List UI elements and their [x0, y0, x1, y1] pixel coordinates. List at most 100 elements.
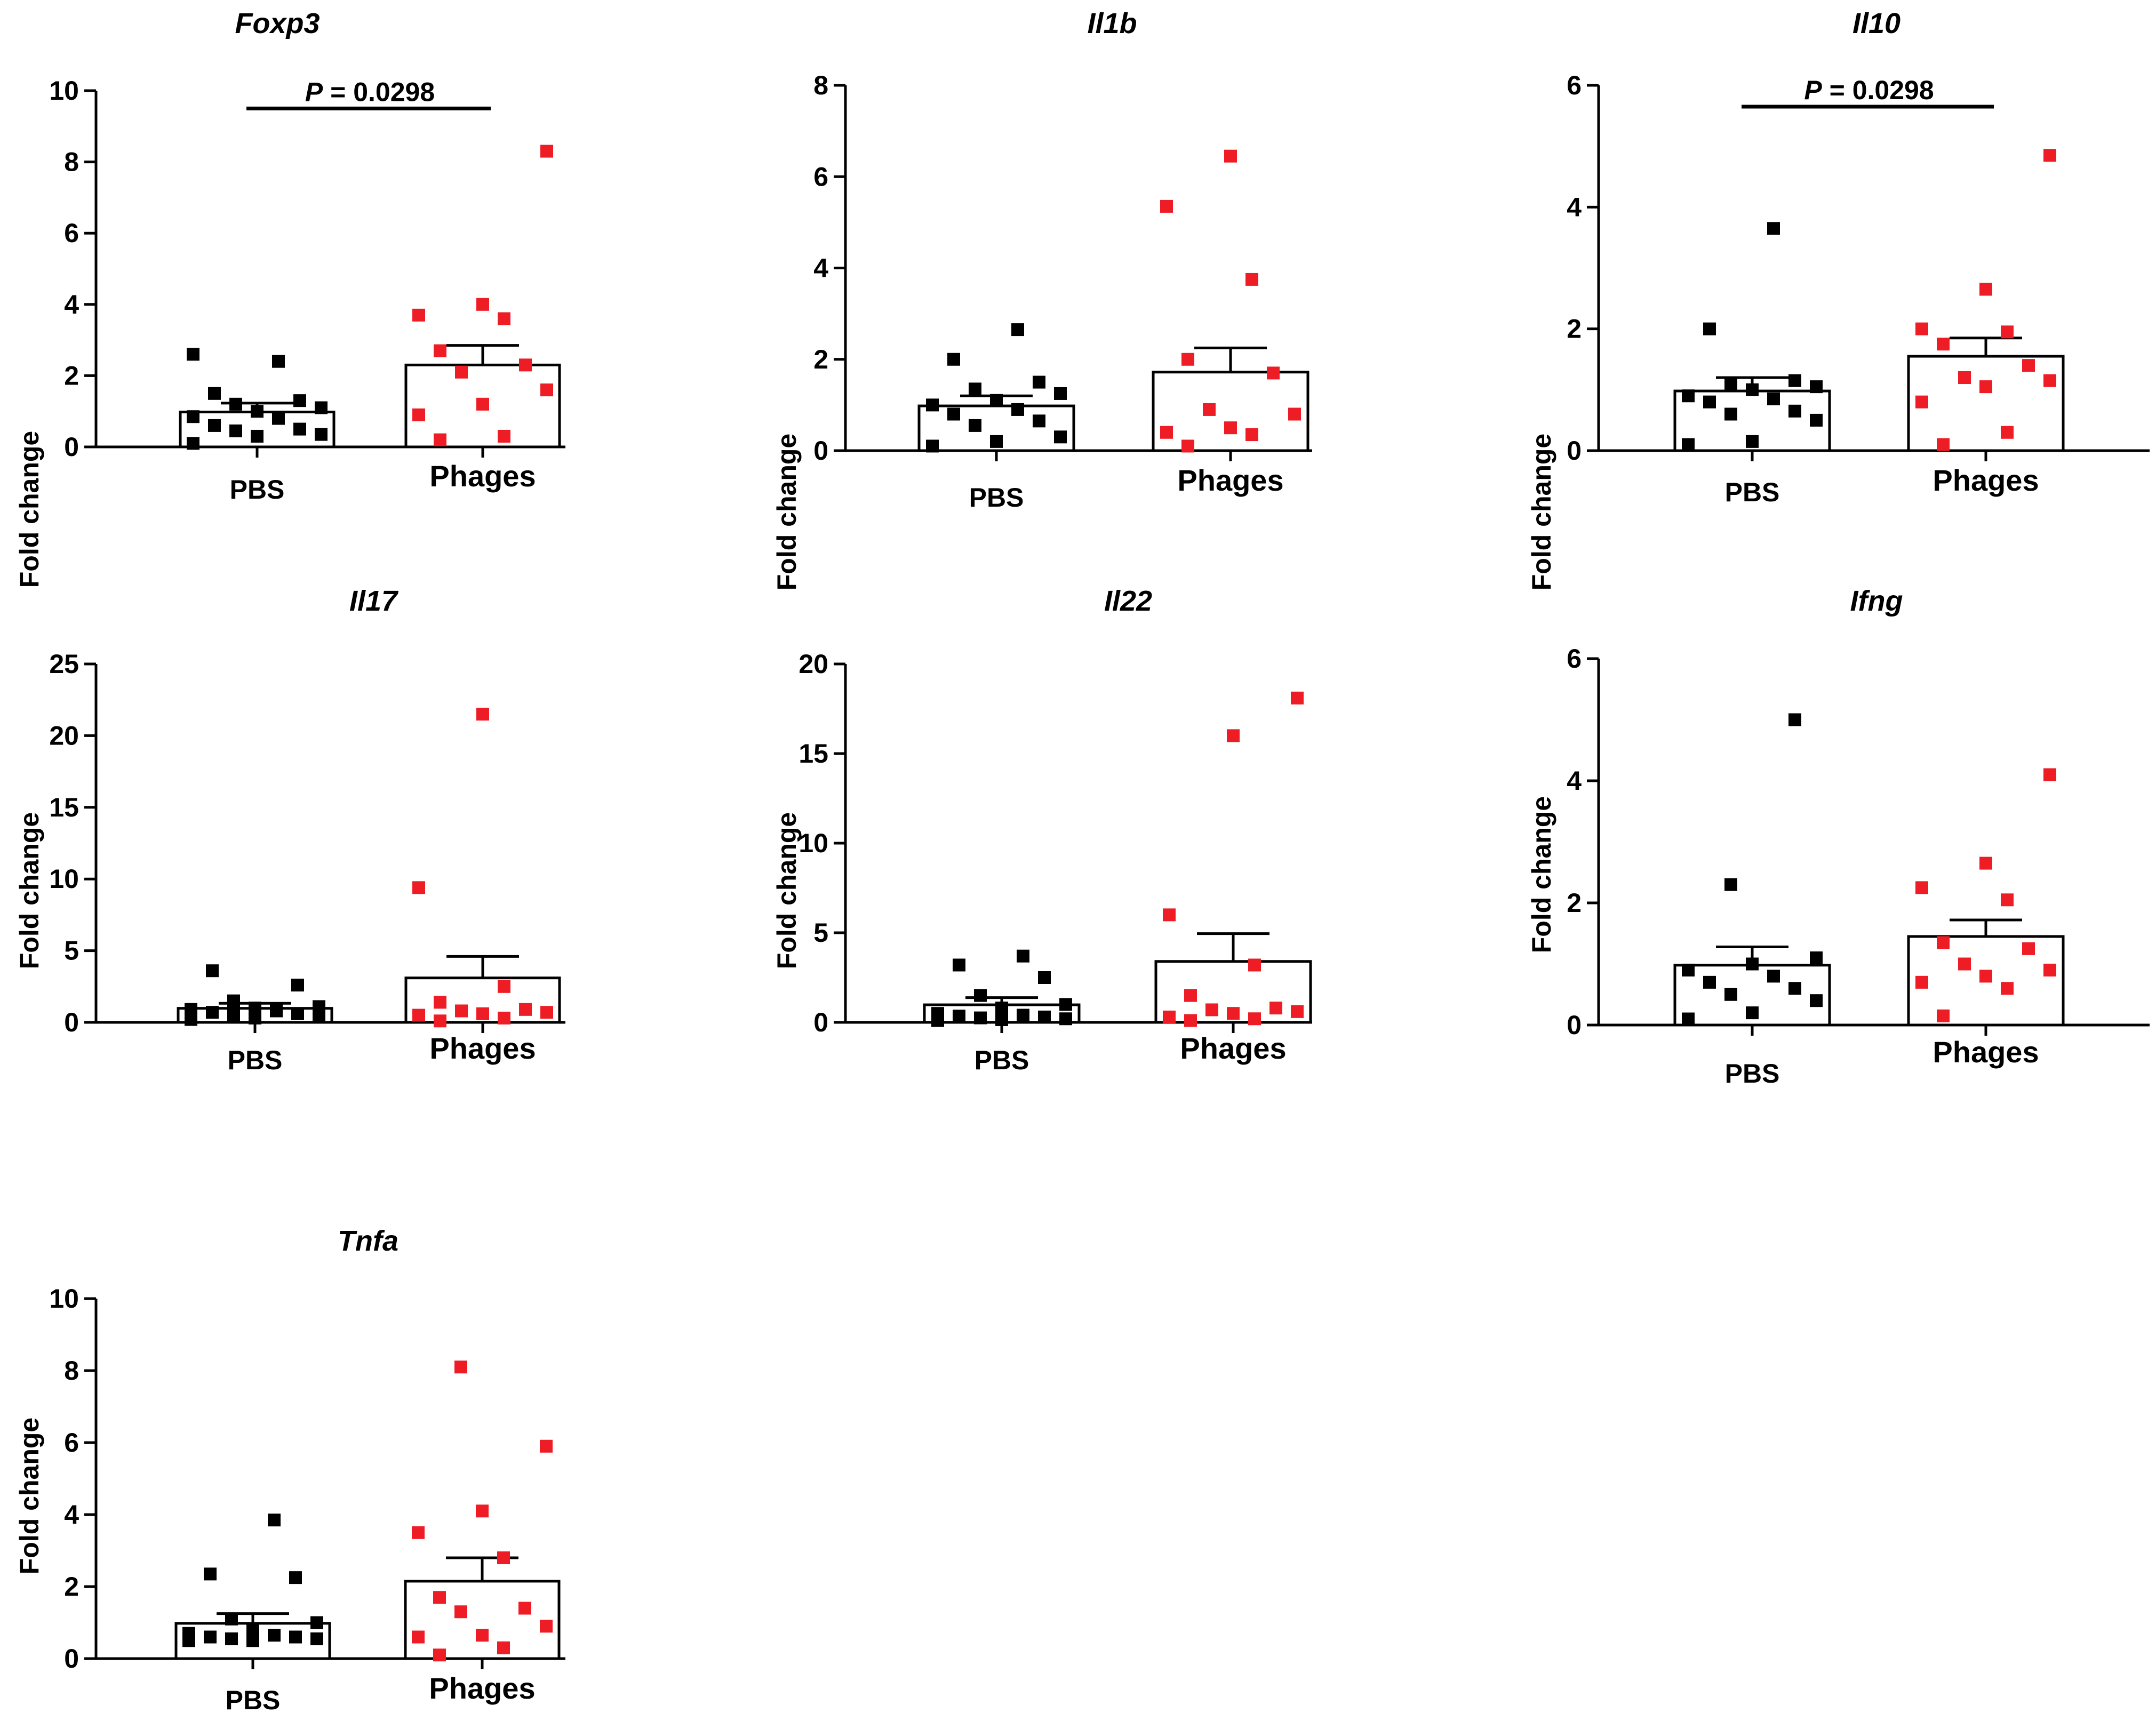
data-point-phages — [434, 344, 446, 357]
data-point-pbs — [182, 1627, 195, 1640]
y-tick-label: 8 — [64, 1356, 79, 1386]
data-point-phages — [1958, 957, 1971, 971]
panel-title: Foxp3 — [235, 7, 320, 39]
data-point-pbs — [1017, 949, 1029, 963]
x-category-label: PBS — [1725, 1059, 1780, 1088]
data-point-pbs — [246, 1634, 259, 1647]
data-point-phages — [1958, 371, 1971, 384]
data-point-phages — [2043, 374, 2056, 387]
significance-label: P = 0.0298 — [1804, 75, 1934, 105]
data-point-phages — [498, 1011, 510, 1024]
data-point-phages — [2043, 963, 2056, 976]
data-point-pbs — [249, 1002, 261, 1015]
data-point-phages — [497, 1641, 510, 1654]
data-point-pbs — [1059, 1012, 1072, 1026]
data-point-phages — [1163, 1010, 1176, 1023]
data-point-pbs — [990, 435, 1003, 448]
data-point-phages — [540, 1006, 553, 1019]
y-tick-label: 2 — [1567, 888, 1582, 918]
data-point-phages — [2001, 325, 2014, 339]
data-point-phages — [476, 1504, 489, 1518]
data-point-pbs — [1788, 982, 1801, 995]
data-point-pbs — [208, 419, 221, 432]
y-tick-label: 6 — [1567, 644, 1582, 674]
data-point-phages — [455, 1004, 468, 1018]
y-tick-label: 0 — [1567, 436, 1582, 466]
data-point-pbs — [953, 1010, 965, 1023]
x-category-label: PBS — [1725, 477, 1780, 507]
data-point-phages — [1181, 439, 1194, 453]
bar-phages — [404, 1580, 561, 1660]
panel-title: Il17 — [349, 585, 399, 617]
data-point-phages — [1937, 936, 1950, 949]
data-point-pbs — [1033, 375, 1045, 389]
data-point-pbs — [1017, 1008, 1029, 1022]
data-point-phages — [434, 433, 446, 446]
panel-il1b: Il1b Fold change 0 2 4 6 8 PBS Phages — [772, 7, 1312, 590]
panel-il22: Il22 Fold change 0 5 10 15 20 PBS Phages — [772, 585, 1312, 1075]
data-point-pbs — [1810, 413, 1823, 427]
y-tick-label: 0 — [64, 432, 79, 462]
y-tick-label: 6 — [813, 162, 828, 191]
data-point-phages — [1915, 395, 1928, 409]
data-point-pbs — [1703, 322, 1716, 335]
y-axis-label: Fold change — [14, 812, 44, 969]
data-point-phages — [518, 1602, 531, 1615]
y-tick-label: 8 — [64, 147, 79, 177]
x-category-label: PBS — [230, 475, 285, 505]
data-point-pbs — [1703, 395, 1716, 409]
data-point-pbs — [310, 1616, 323, 1629]
data-point-pbs — [204, 1567, 217, 1581]
x-category-label: Phages — [429, 1031, 536, 1065]
x-category-label: PBS — [969, 483, 1024, 513]
data-point-phages — [1245, 428, 1258, 442]
data-point-pbs — [268, 1514, 281, 1527]
data-point-phages — [540, 1439, 553, 1453]
panel-title: Tnfa — [338, 1225, 398, 1257]
x-category-label: Phages — [429, 459, 536, 493]
data-point-phages — [540, 383, 553, 397]
data-point-pbs — [225, 1632, 238, 1645]
data-point-pbs — [315, 428, 328, 441]
data-point-pbs — [947, 353, 960, 366]
data-point-phages — [433, 1591, 446, 1604]
data-point-pbs — [313, 1000, 325, 1013]
data-point-phages — [2001, 426, 2014, 439]
data-point-phages — [1227, 729, 1240, 742]
data-point-phages — [1160, 426, 1173, 439]
data-point-pbs — [185, 1003, 197, 1016]
data-point-phages — [412, 408, 425, 421]
y-tick-label: 20 — [49, 721, 79, 750]
y-tick-label: 6 — [1567, 70, 1582, 100]
data-point-pbs — [251, 429, 263, 443]
y-tick-label: 10 — [49, 1284, 79, 1314]
data-point-pbs — [1746, 957, 1759, 971]
data-point-pbs — [969, 419, 981, 432]
data-point-phages — [1915, 322, 1928, 335]
y-tick-label: 15 — [49, 793, 79, 822]
y-tick-label: 5 — [64, 936, 79, 966]
data-point-phages — [412, 1008, 425, 1022]
data-point-phages — [519, 1003, 532, 1016]
data-point-pbs — [289, 1630, 302, 1644]
data-point-phages — [412, 1630, 425, 1644]
bar-phages — [1152, 371, 1309, 452]
y-tick-label: 0 — [813, 436, 828, 466]
data-point-phages — [540, 1620, 553, 1633]
x-category-label: Phages — [1180, 1031, 1286, 1065]
data-point-pbs — [1038, 971, 1051, 984]
data-point-pbs — [926, 398, 939, 412]
data-point-phages — [1291, 691, 1304, 705]
data-point-phages — [1184, 1014, 1197, 1027]
data-point-phages — [476, 708, 489, 721]
data-point-phages — [2001, 982, 2014, 995]
data-point-pbs — [208, 387, 221, 400]
y-tick-label: 20 — [798, 649, 828, 679]
data-point-phages — [1979, 857, 1992, 870]
data-point-phages — [2043, 768, 2056, 781]
data-point-pbs — [227, 1008, 240, 1022]
data-point-pbs — [229, 397, 242, 411]
data-point-pbs — [1682, 963, 1695, 976]
data-point-phages — [1937, 1009, 1950, 1022]
